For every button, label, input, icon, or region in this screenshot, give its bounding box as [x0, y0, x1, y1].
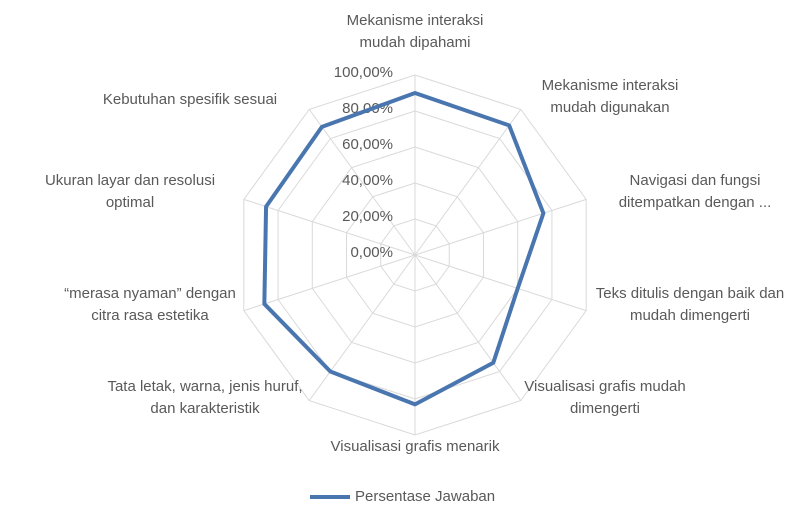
- category-label: Tata letak, warna, jenis huruf, dan kara…: [107, 378, 303, 417]
- data-line: [262, 91, 546, 407]
- spoke: [308, 109, 416, 256]
- spoke: [243, 254, 416, 312]
- category-label: Visualisasi grafis menarik: [330, 438, 500, 455]
- legend-label: Persentase Jawaban: [355, 488, 495, 505]
- category-label: Mekanisme interaksi mudah digunakan: [541, 77, 679, 116]
- y-tick-label: 60,00%: [342, 136, 393, 153]
- category-label: Mekanisme interaksi mudah dipahami: [346, 12, 484, 51]
- spoke: [243, 198, 416, 256]
- category-label: Kebutuhan spesifik sesuai: [102, 91, 278, 108]
- y-tick-label: 40,00%: [342, 172, 393, 189]
- category-label: Ukuran layar dan resolusi optimal: [44, 172, 216, 211]
- category-label: “merasa nyaman” dengan citra rasa esteti…: [64, 285, 236, 324]
- category-label: Teks ditulis dengan baik dan mudah dimen…: [595, 285, 785, 324]
- spoke: [308, 254, 416, 401]
- spoke: [414, 254, 587, 312]
- y-tick-label: 100,00%: [334, 64, 393, 81]
- y-tick-label: 0,00%: [350, 244, 393, 261]
- spoke: [414, 254, 522, 401]
- category-label: Visualisasi grafis mudah dimengerti: [524, 378, 686, 417]
- spoke: [414, 198, 587, 256]
- category-label: Navigasi dan fungsi ditempatkan dengan .…: [618, 172, 772, 211]
- y-tick-label: 20,00%: [342, 208, 393, 225]
- spoke: [414, 109, 522, 256]
